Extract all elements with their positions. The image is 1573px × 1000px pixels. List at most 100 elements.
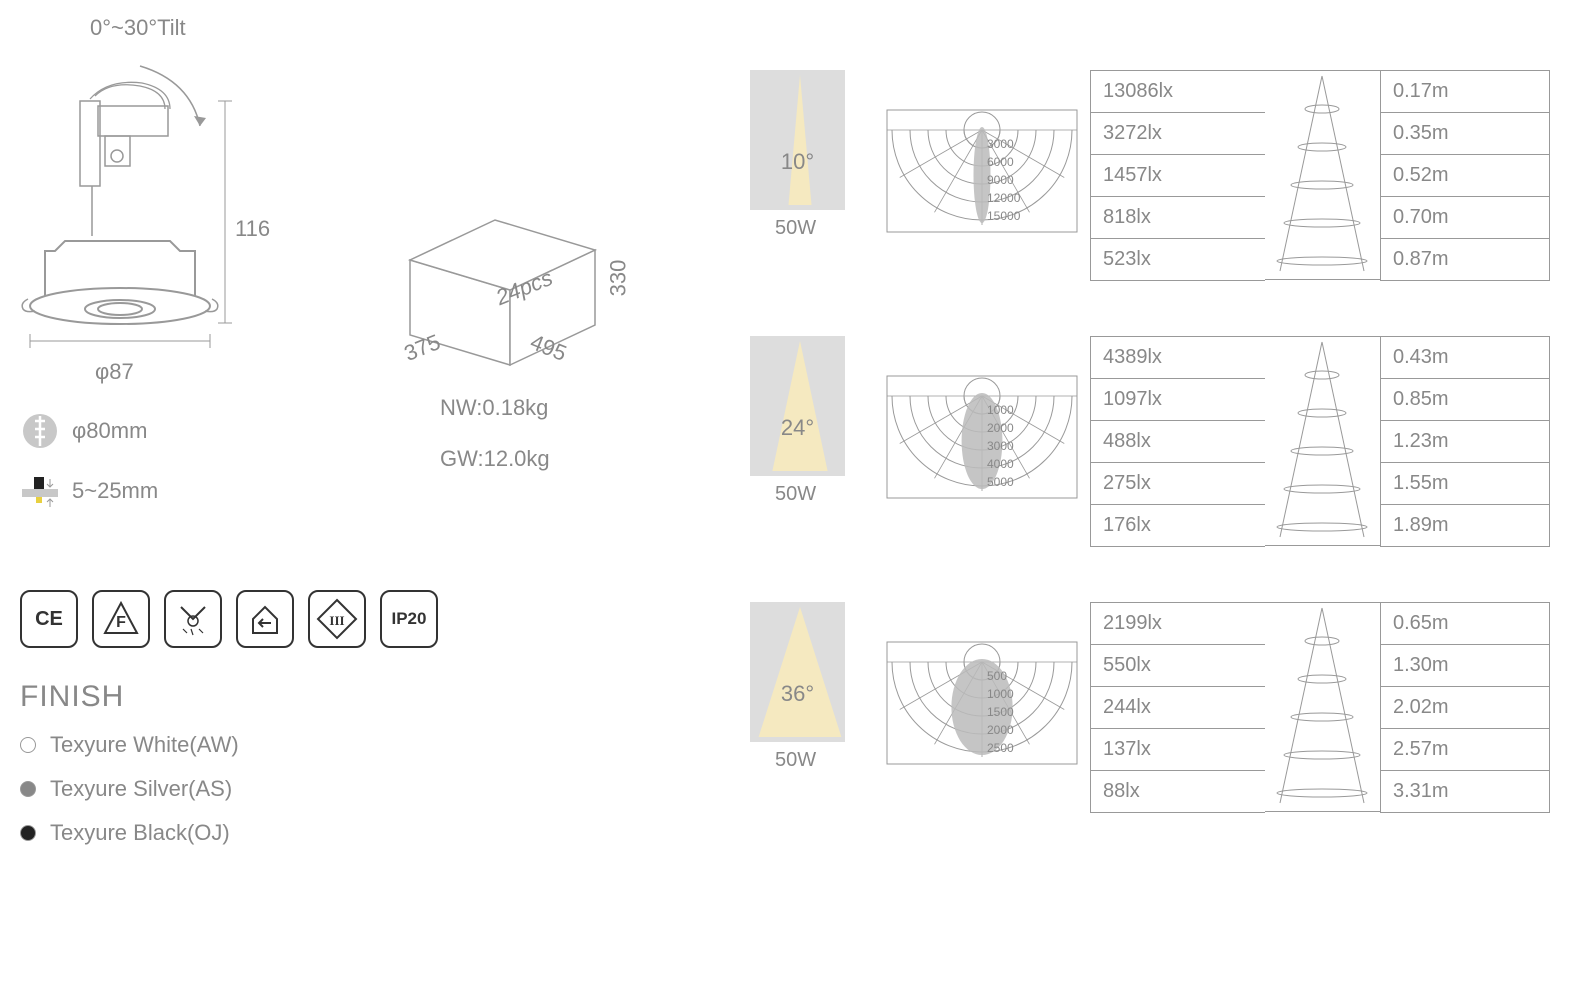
- svg-text:2000: 2000: [987, 421, 1014, 435]
- distance-value: 0.52m: [1380, 155, 1550, 197]
- gross-weight: GW:12.0kg: [440, 446, 650, 472]
- height-label: 116: [235, 216, 270, 242]
- lux-value: 13086lx: [1090, 71, 1265, 113]
- finish-label: Texyure Silver(AS): [50, 776, 232, 802]
- svg-text:3000: 3000: [987, 439, 1014, 453]
- angle-value: 36°: [781, 681, 814, 707]
- distance-value: 0.65m: [1380, 603, 1550, 645]
- cert-f: F: [92, 590, 150, 648]
- svg-text:500: 500: [987, 669, 1007, 683]
- svg-text:4000: 4000: [987, 457, 1014, 471]
- svg-text:F: F: [116, 614, 126, 631]
- diameter-label: φ87: [95, 359, 134, 385]
- lux-distance-table: 2199lx550lx244lx137lx88lx 0.65m1.30m2.02…: [1090, 602, 1550, 813]
- packaging-info: 24pcs 375 495 330 NW:0.18kg GW:12.0kg: [390, 170, 650, 472]
- finish-swatch: [20, 781, 36, 797]
- distance-value: 0.17m: [1380, 71, 1550, 113]
- svg-text:15000: 15000: [987, 209, 1021, 223]
- finish-swatch: [20, 825, 36, 841]
- distance-value: 0.35m: [1380, 113, 1550, 155]
- svg-text:6000: 6000: [987, 155, 1014, 169]
- beam-angle-indicator: 10° 50W: [750, 70, 845, 210]
- box-height: 330: [605, 260, 631, 297]
- lux-value: 550lx: [1090, 645, 1265, 687]
- lux-value: 4389lx: [1090, 337, 1265, 379]
- lux-value: 523lx: [1090, 239, 1265, 281]
- lux-value: 818lx: [1090, 197, 1265, 239]
- finish-swatch: [20, 737, 36, 753]
- certification-badges: CE F III IP20: [20, 590, 438, 648]
- finish-option: Texyure Black(OJ): [20, 820, 239, 846]
- lux-value: 244lx: [1090, 687, 1265, 729]
- lux-value: 275lx: [1090, 463, 1265, 505]
- distance-value: 1.23m: [1380, 421, 1550, 463]
- svg-text:3000: 3000: [987, 137, 1014, 151]
- svg-text:2000: 2000: [987, 723, 1014, 737]
- photometric-data: 10° 50W 3000 6000 9000 12000 15000 13086lx32…: [750, 70, 1550, 868]
- polar-diagram: 3000 6000 9000 12000 15000: [875, 70, 1090, 280]
- distance-value: 0.87m: [1380, 239, 1550, 281]
- cert-ip20: IP20: [380, 590, 438, 648]
- svg-text:III: III: [329, 613, 344, 628]
- cone-diagram: [1265, 336, 1380, 546]
- svg-text:1000: 1000: [987, 403, 1014, 417]
- lux-value: 2199lx: [1090, 603, 1265, 645]
- beam-angle-indicator: 36° 50W: [750, 602, 845, 742]
- lux-value: 3272lx: [1090, 113, 1265, 155]
- wattage-label: 50W: [775, 749, 816, 772]
- photometric-row: 36° 50W 5001000150020002500 2199lx550lx2…: [750, 602, 1550, 813]
- lux-value: 1457lx: [1090, 155, 1265, 197]
- lux-value: 488lx: [1090, 421, 1265, 463]
- angle-value: 24°: [781, 415, 814, 441]
- svg-text:1000: 1000: [987, 687, 1014, 701]
- wattage-label: 50W: [775, 217, 816, 240]
- cutout-spec: φ80mm: [20, 411, 350, 451]
- tilt-label: 0°~30°Tilt: [90, 15, 350, 41]
- polar-diagram: 500 1000 1500 2000 2500: [875, 602, 1090, 812]
- photometric-row: 10° 50W 3000 6000 9000 12000 15000 13086lx32…: [750, 70, 1550, 281]
- svg-text:12000: 12000: [987, 191, 1021, 205]
- thickness-spec: 5~25mm: [20, 471, 350, 511]
- finish-title: FINISH: [20, 680, 239, 714]
- cert-class3: III: [308, 590, 366, 648]
- distance-value: 0.85m: [1380, 379, 1550, 421]
- beam-angle-indicator: 24° 50W: [750, 336, 845, 476]
- finish-section: FINISH Texyure White(AW) Texyure Silver(A…: [20, 680, 239, 864]
- product-dimensions: 0°~30°Tilt: [20, 15, 350, 511]
- product-drawing: 116 φ87: [20, 51, 350, 356]
- lux-value: 88lx: [1090, 771, 1265, 813]
- finish-option: Texyure Silver(AS): [20, 776, 239, 802]
- distance-value: 0.43m: [1380, 337, 1550, 379]
- wattage-label: 50W: [775, 483, 816, 506]
- lux-value: 1097lx: [1090, 379, 1265, 421]
- lux-distance-table: 4389lx1097lx488lx275lx176lx 0.43m0.85m1.…: [1090, 336, 1550, 547]
- distance-value: 1.55m: [1380, 463, 1550, 505]
- svg-text:9000: 9000: [987, 173, 1014, 187]
- thickness-icon: [20, 471, 60, 511]
- cutout-value: φ80mm: [72, 418, 147, 444]
- finish-option: Texyure White(AW): [20, 732, 239, 758]
- svg-text:1500: 1500: [987, 705, 1014, 719]
- distance-value: 3.31m: [1380, 771, 1550, 813]
- thickness-value: 5~25mm: [72, 478, 158, 504]
- distance-value: 1.89m: [1380, 505, 1550, 547]
- finish-label: Texyure White(AW): [50, 732, 239, 758]
- distance-value: 2.57m: [1380, 729, 1550, 771]
- distance-value: 2.02m: [1380, 687, 1550, 729]
- lux-value: 137lx: [1090, 729, 1265, 771]
- svg-text:5000: 5000: [987, 475, 1014, 489]
- cert-indoor: [236, 590, 294, 648]
- polar-diagram: 1000 2000 3000 4000 5000: [875, 336, 1090, 546]
- cert-ce: CE: [20, 590, 78, 648]
- svg-text:2500: 2500: [987, 741, 1014, 755]
- cutout-icon: [20, 411, 60, 451]
- lux-value: 176lx: [1090, 505, 1265, 547]
- cone-diagram: [1265, 602, 1380, 812]
- lux-distance-table: 13086lx3272lx1457lx818lx523lx 0.17m0.35m…: [1090, 70, 1550, 281]
- cert-downlight: [164, 590, 222, 648]
- angle-value: 10°: [781, 149, 814, 175]
- net-weight: NW:0.18kg: [440, 395, 650, 421]
- distance-value: 1.30m: [1380, 645, 1550, 687]
- photometric-row: 24° 50W 1000 2000 3000 4000 5000 4389lx1097l…: [750, 336, 1550, 547]
- box-diagram: 24pcs 375 495 330: [390, 170, 620, 370]
